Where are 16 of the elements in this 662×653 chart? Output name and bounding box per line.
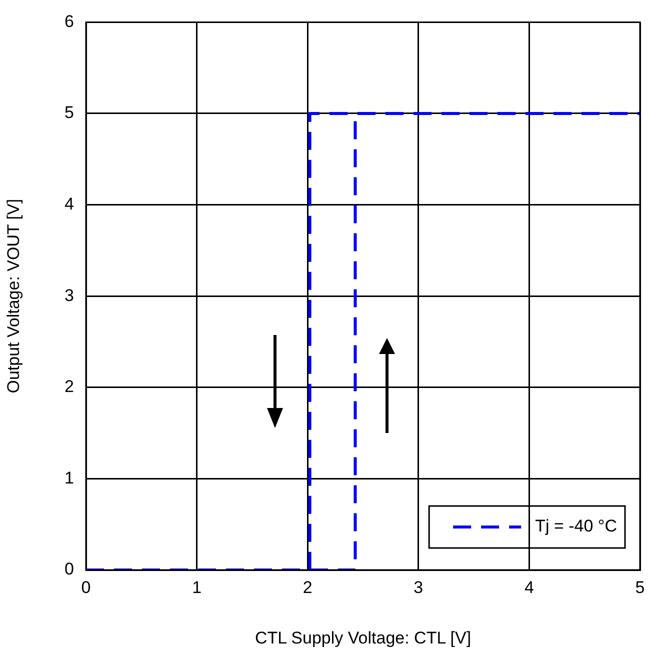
y-tick-label: 0: [64, 560, 74, 579]
y-tick-label: 5: [64, 103, 74, 122]
x-tick-label: 3: [414, 578, 424, 597]
x-tick-label: 1: [192, 578, 202, 597]
x-tick-label: 5: [635, 578, 645, 597]
y-tick-label: 6: [64, 12, 74, 31]
x-axis-title: CTL Supply Voltage: CTL [V]: [254, 628, 472, 648]
x-tick-label: 4: [524, 578, 534, 597]
y-tick-label: 2: [64, 377, 74, 396]
y-axis-title: Output Voltage: VOUT [V]: [4, 198, 23, 394]
legend-label: Tj = -40 °C: [535, 516, 617, 536]
x-tick-label: 0: [81, 578, 91, 597]
x-tick-label: 2: [302, 578, 312, 597]
y-tick-label: 3: [64, 286, 74, 305]
y-tick-label: 4: [64, 194, 74, 214]
y-tick-label: 1: [64, 468, 74, 488]
